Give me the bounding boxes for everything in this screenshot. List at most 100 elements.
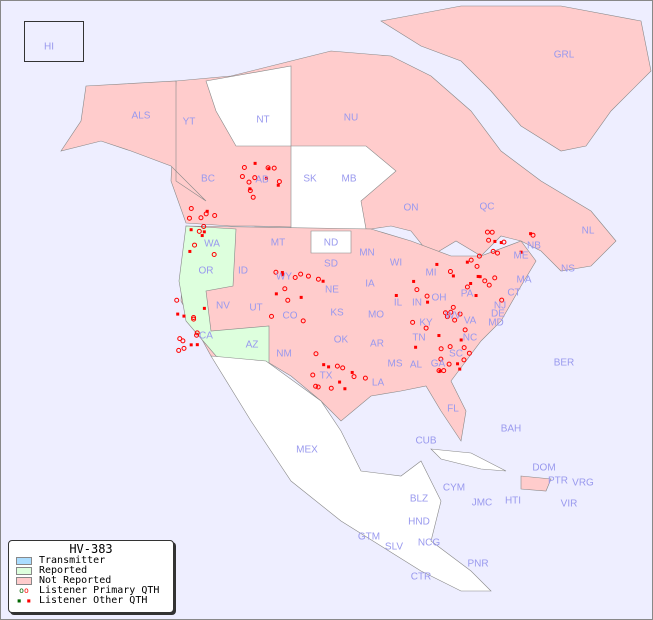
listener-marker [362, 375, 368, 381]
region-label-ctr: CTR [410, 571, 432, 583]
listener-marker [202, 230, 206, 234]
region-label-bah: BAH [500, 423, 522, 435]
listener-marker [285, 297, 291, 303]
listener-marker [461, 345, 467, 351]
listener-marker [414, 287, 420, 293]
listener-marker [486, 282, 492, 288]
listener-marker [394, 293, 398, 297]
listener-marker [196, 228, 202, 234]
region-label-sc: SC [449, 348, 463, 360]
region-label-or: OR [198, 265, 214, 277]
listener-marker [410, 319, 416, 325]
listener-marker [458, 367, 462, 371]
listener-marker [437, 334, 441, 338]
listener-marker [205, 209, 209, 213]
legend-primary-qth: oo Listener Primary QTH [9, 586, 173, 596]
listener-marker [499, 297, 505, 303]
listener-marker [189, 228, 193, 232]
listener-marker [450, 304, 456, 310]
region-label-als: ALS [131, 110, 151, 122]
listener-marker [274, 292, 278, 296]
legend-reported: Reported [9, 566, 173, 576]
listener-marker [447, 344, 453, 350]
listener-marker [328, 385, 334, 391]
listener-marker [180, 338, 186, 344]
region-label-il: IL [393, 297, 403, 309]
mexico-central [210, 355, 492, 592]
region-label-mb: MB [341, 173, 357, 185]
listener-marker [486, 237, 492, 243]
listener-marker [202, 306, 206, 310]
region-label-mi: MI [425, 267, 437, 279]
listener-marker [343, 387, 347, 391]
region-label-in: IN [412, 297, 422, 309]
listener-marker [276, 183, 280, 187]
listener-marker [474, 294, 478, 298]
listener-marker [191, 316, 197, 322]
nd-white [310, 230, 352, 254]
region-label-wi: WI [389, 257, 403, 269]
region-label-ab: AB [255, 174, 269, 186]
region-label-ar: AR [370, 338, 384, 350]
region-label-wv: WV [444, 310, 462, 322]
listener-marker [198, 215, 204, 221]
reported-swatch [16, 567, 32, 575]
listener-marker [464, 284, 470, 290]
listener-marker [441, 368, 447, 374]
legend-label: Reported [39, 565, 88, 576]
listener-marker [446, 361, 452, 367]
region-label-az: AZ [245, 339, 259, 351]
listener-marker [438, 369, 442, 373]
region-label-nd: ND [323, 237, 339, 249]
listener-marker [313, 351, 319, 357]
listener-marker [282, 286, 288, 292]
region-label-gtm: GTM [357, 531, 381, 543]
region-label-bc: BC [201, 173, 215, 185]
listener-marker [313, 383, 319, 389]
listener-marker [315, 384, 321, 390]
listener-marker [424, 293, 430, 299]
listener-marker [273, 269, 279, 275]
listener-marker [462, 327, 468, 333]
region-label-vrg: VRG [572, 477, 594, 489]
listener-marker [489, 229, 495, 235]
listener-marker [188, 206, 194, 212]
region-label-wy: WY [275, 271, 293, 283]
listener-marker [465, 260, 469, 264]
listener-marker [442, 310, 448, 316]
listener-marker [482, 278, 488, 284]
listener-marker [201, 224, 207, 230]
region-label-ky: KY [419, 317, 433, 329]
listener-marker [264, 176, 268, 180]
listener-marker [281, 273, 285, 277]
listener-marker [456, 362, 460, 366]
region-label-la: LA [371, 377, 385, 389]
listener-marker [501, 239, 507, 245]
listener-marker [181, 345, 187, 351]
listener-marker [305, 273, 311, 279]
listener-marker [494, 250, 500, 256]
transmitter-swatch [16, 557, 32, 565]
listener-marker [241, 165, 247, 171]
region-label-ne: NE [325, 284, 339, 296]
listener-marker [212, 212, 218, 218]
open-circle-icon: oo [19, 586, 29, 595]
legend-label: Listener Other QTH [39, 595, 148, 606]
region-label-slv: SLV [384, 541, 404, 553]
listener-marker [350, 370, 354, 374]
listener-marker [447, 269, 453, 275]
listener-marker [298, 271, 304, 277]
listener-marker [484, 229, 490, 235]
alaska [60, 80, 207, 202]
legend-label: Not Reported [39, 575, 112, 586]
listener-marker [186, 215, 192, 221]
listener-marker [315, 276, 321, 282]
listener-marker [499, 241, 503, 245]
listener-marker [194, 332, 200, 338]
listener-marker [478, 275, 482, 279]
region-label-ca: CA [199, 330, 213, 342]
listener-marker [300, 318, 306, 324]
listener-marker [174, 297, 180, 303]
region-label-mex: MEX [296, 444, 318, 456]
